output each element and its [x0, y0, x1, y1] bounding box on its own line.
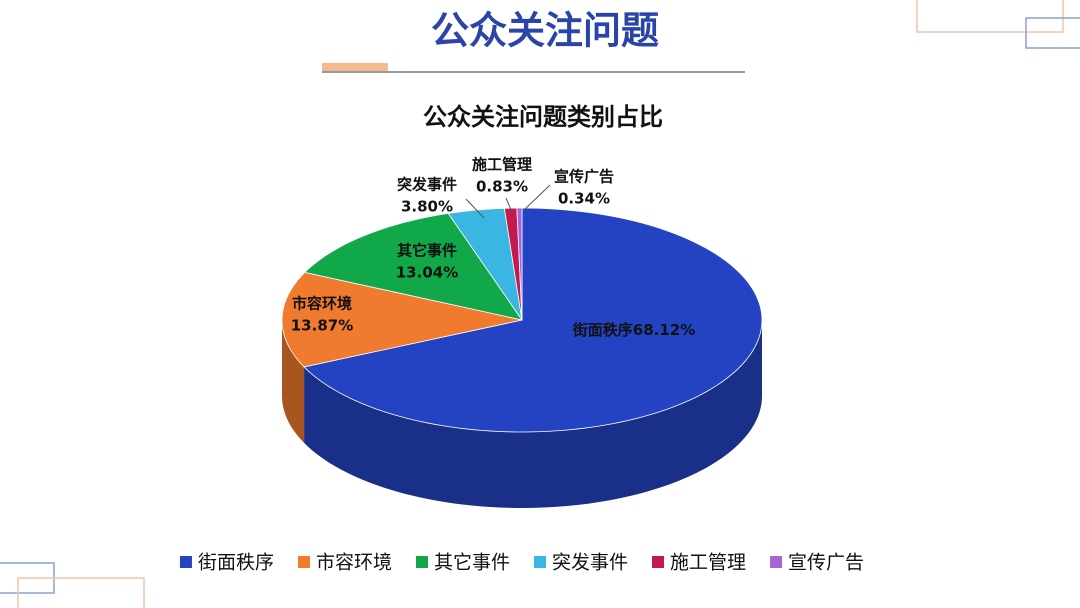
legend-swatch	[652, 556, 665, 568]
label-category: 宣传广告	[554, 168, 614, 186]
label-value: 3.80%	[401, 198, 453, 216]
leader-line	[523, 184, 551, 211]
slice	[303, 207, 763, 433]
legend-item: 街面秩序	[179, 552, 274, 574]
legend-swatch	[770, 556, 783, 568]
data-label: 街面秩序68.12%	[572, 321, 696, 339]
slice-side	[282, 320, 305, 443]
legend-label: 街面秩序	[198, 552, 274, 574]
label-value: 0.34%	[558, 190, 610, 208]
leader-line	[465, 198, 485, 219]
slice	[303, 212, 523, 321]
legend-item: 其它事件	[415, 552, 510, 574]
label-value: 13.87%	[291, 317, 353, 335]
legend-label: 施工管理	[670, 552, 746, 574]
legend-label: 市容环境	[316, 552, 392, 574]
corner-frame	[916, 0, 1064, 33]
slice-side	[304, 320, 762, 508]
legend-label: 突发事件	[552, 552, 628, 574]
pie	[281, 207, 763, 508]
label-category: 街面秩序	[572, 321, 633, 339]
legend-item: 市容环境	[297, 552, 392, 574]
legend: 街面秩序 市容环境 其它事件 突发事件 施工管理 宣传广告	[179, 552, 864, 574]
chart-title: 公众关注问题类别占比	[423, 103, 663, 131]
legend-swatch	[179, 556, 192, 568]
legend-item: 施工管理	[652, 552, 746, 574]
legend-swatch	[297, 556, 310, 568]
legend-item: 突发事件	[534, 552, 628, 574]
page-title: 公众关注问题	[431, 9, 659, 53]
slice	[281, 271, 523, 368]
legend-item: 宣传广告	[770, 552, 864, 574]
leader-line	[505, 197, 513, 213]
label-value: 68.12%	[633, 321, 695, 339]
corner-frame	[17, 577, 145, 608]
label-category: 突发事件	[397, 176, 457, 194]
label-category: 市容环境	[292, 295, 352, 313]
legend-label: 其它事件	[434, 552, 510, 574]
data-labels: 街面秩序68.12% 市容环境 13.87% 其它事件 13.04% 突发事件 3.80% 施…	[291, 156, 695, 339]
label-value: 0.83%	[476, 178, 528, 196]
legend-label: 宣传广告	[788, 552, 864, 574]
label-category: 其它事件	[397, 242, 457, 260]
label-category: 施工管理	[472, 156, 532, 174]
slice	[516, 207, 523, 321]
label-value: 13.04%	[396, 264, 458, 282]
title-accent	[322, 63, 388, 71]
legend-swatch	[415, 556, 428, 568]
legend-swatch	[534, 556, 546, 568]
corner-frame	[1025, 17, 1080, 49]
